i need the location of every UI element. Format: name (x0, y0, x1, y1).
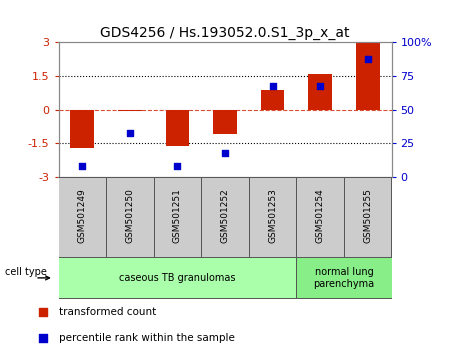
Point (40, 309, 47, 315)
Bar (106, 177, 153, 257)
Point (174, 164, 181, 169)
Bar (213, 110, 237, 135)
Bar (118, 110, 142, 111)
Bar (153, 177, 201, 257)
Text: GSM501252: GSM501252 (220, 188, 230, 242)
Bar (70, 110, 94, 148)
Text: caseous TB granulomas: caseous TB granulomas (119, 273, 236, 283)
Text: GSM501254: GSM501254 (315, 188, 324, 242)
Bar (308, 74, 332, 110)
Text: GSM501250: GSM501250 (126, 188, 135, 243)
Text: GSM501255: GSM501255 (363, 188, 372, 243)
Point (221, 150, 229, 156)
Text: normal lung
parenchyma: normal lung parenchyma (313, 267, 374, 289)
Bar (249, 177, 297, 257)
Text: GSM501253: GSM501253 (268, 188, 277, 243)
Text: GSM501251: GSM501251 (173, 188, 182, 243)
Bar (344, 177, 392, 257)
Point (40, 335, 47, 341)
Title: GDS4256 / Hs.193052.0.S1_3p_x_at: GDS4256 / Hs.193052.0.S1_3p_x_at (100, 26, 350, 40)
Bar (356, 42, 380, 110)
Point (126, 130, 134, 136)
Bar (297, 177, 344, 257)
Text: cell type: cell type (4, 267, 46, 276)
Bar (297, 257, 392, 298)
Text: transformed count: transformed count (59, 307, 156, 317)
Point (269, 83, 276, 88)
Text: percentile rank within the sample: percentile rank within the sample (59, 333, 235, 343)
Bar (201, 177, 249, 257)
Text: GSM501249: GSM501249 (78, 188, 87, 242)
Point (364, 56, 371, 62)
Bar (58, 257, 297, 298)
Point (316, 83, 324, 88)
Point (79, 164, 86, 169)
Bar (58, 177, 106, 257)
Bar (261, 90, 284, 110)
Bar (166, 110, 189, 145)
